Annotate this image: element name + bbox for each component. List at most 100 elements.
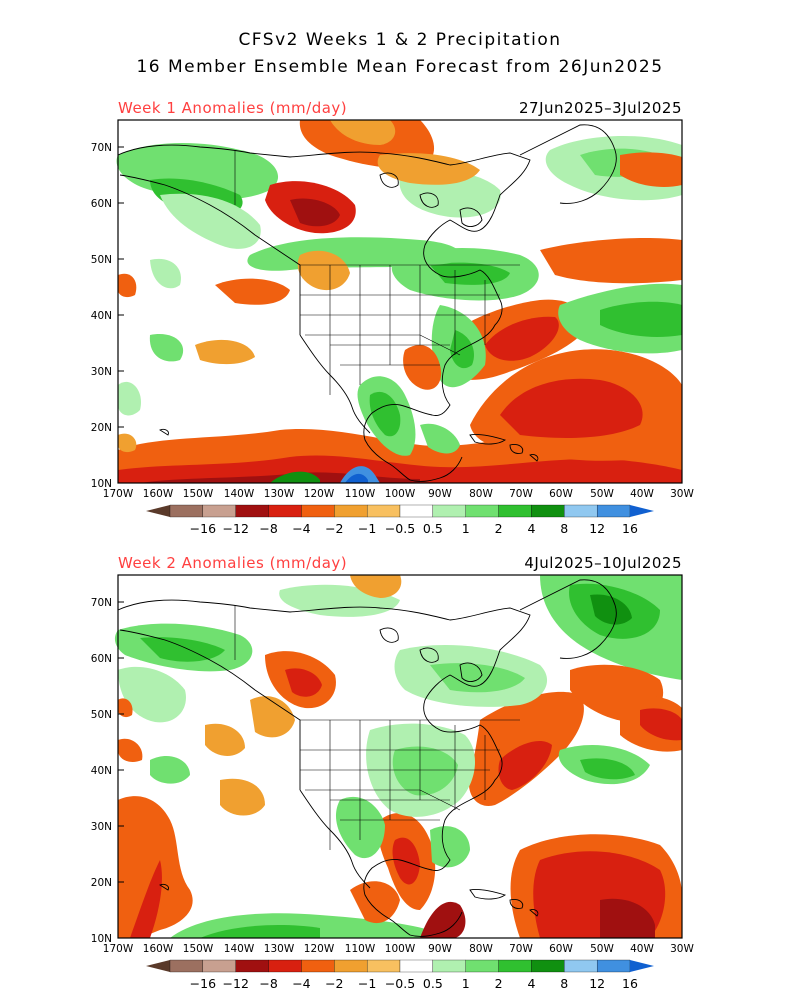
lon-label: 170W bbox=[103, 488, 134, 500]
lon-label: 80W bbox=[469, 943, 493, 955]
colorbar-label: −0.5 bbox=[385, 521, 415, 535]
colorbar-swatch bbox=[465, 959, 499, 973]
colorbar-swatch bbox=[564, 504, 598, 518]
lat-label: 40N bbox=[91, 765, 112, 777]
colorbar-label: −2 bbox=[325, 521, 343, 535]
colorbar-extend-high bbox=[630, 960, 654, 972]
lat-label: 50N bbox=[91, 709, 112, 721]
lon-label: 50W bbox=[590, 488, 614, 500]
lon-label: 140W bbox=[224, 488, 255, 500]
chart-title-line-2: 16 Member Ensemble Mean Forecast from 26… bbox=[136, 57, 664, 77]
lon-label: 130W bbox=[264, 943, 295, 955]
lat-label: 70N bbox=[91, 142, 112, 154]
lon-label: 30W bbox=[670, 488, 694, 500]
colorbar-swatch bbox=[399, 504, 434, 518]
colorbar-swatch bbox=[465, 504, 499, 518]
lat-label: 60N bbox=[91, 198, 112, 210]
lat-label: 40N bbox=[91, 310, 112, 322]
lat-label: 30N bbox=[91, 821, 112, 833]
lon-label: 40W bbox=[630, 943, 654, 955]
colorbar-swatch bbox=[366, 504, 401, 518]
colorbar-swatch bbox=[169, 959, 204, 973]
colorbar-swatch bbox=[399, 959, 434, 973]
lat-label: 70N bbox=[91, 597, 112, 609]
colorbar-swatch bbox=[366, 959, 401, 973]
week-2-panel: 70N 60N 50N 40N 30N 20N 10N 170W 160W 15… bbox=[0, 550, 800, 990]
colorbar-label: 12 bbox=[589, 521, 605, 535]
week-1-dates: 27Jun2025–3Jul2025 bbox=[518, 99, 682, 117]
colorbar-swatch bbox=[202, 504, 236, 518]
lon-label: 90W bbox=[428, 943, 452, 955]
colorbar-swatch bbox=[596, 959, 631, 973]
colorbar-label: 12 bbox=[589, 976, 605, 990]
colorbar-label: 4 bbox=[527, 521, 535, 535]
week-2-coastlines bbox=[117, 579, 617, 937]
week-2-colorbar: −16 −12 −8 −4 −2 −1 −0.5 0.5 1 2 4 8 12 16 bbox=[146, 959, 654, 990]
colorbar-swatch bbox=[301, 959, 335, 973]
colorbar-label: 16 bbox=[622, 521, 638, 535]
colorbar-swatch bbox=[498, 504, 532, 518]
colorbar-swatch bbox=[531, 959, 565, 973]
lat-label: 50N bbox=[91, 254, 112, 266]
lon-label: 170W bbox=[103, 943, 134, 955]
colorbar-label: 8 bbox=[560, 976, 568, 990]
lon-label: 60W bbox=[549, 943, 573, 955]
colorbar-swatch bbox=[498, 959, 532, 973]
colorbar-label: 0.5 bbox=[423, 521, 443, 535]
colorbar-label: −8 bbox=[259, 521, 277, 535]
colorbar-label: −4 bbox=[292, 521, 310, 535]
colorbar-swatch bbox=[432, 504, 466, 518]
week-1-frame bbox=[117, 119, 683, 484]
colorbar-label: 2 bbox=[495, 521, 503, 535]
week-2-map: 70N 60N 50N 40N 30N 20N 10N 170W 160W 15… bbox=[91, 574, 694, 990]
lon-label: 120W bbox=[304, 943, 335, 955]
colorbar-label: 16 bbox=[622, 976, 638, 990]
lon-label: 80W bbox=[469, 488, 493, 500]
colorbar-swatch bbox=[169, 504, 204, 518]
lon-label: 120W bbox=[304, 488, 335, 500]
lat-label: 60N bbox=[91, 653, 112, 665]
lon-label: 40W bbox=[630, 488, 654, 500]
colorbar-swatch bbox=[268, 504, 302, 518]
colorbar-extend-low bbox=[146, 505, 170, 517]
colorbar-label: −12 bbox=[223, 521, 249, 535]
lon-label: 100W bbox=[385, 488, 416, 500]
week-2-lat-labels: 70N 60N 50N 40N 30N 20N 10N bbox=[91, 597, 112, 945]
lon-label: 110W bbox=[345, 943, 376, 955]
colorbar-label: −2 bbox=[325, 976, 343, 990]
lat-label: 10N bbox=[91, 933, 112, 945]
colorbar-label: 1 bbox=[462, 521, 470, 535]
colorbar-swatch bbox=[531, 504, 565, 518]
lat-label: 20N bbox=[91, 422, 112, 434]
week-1-lat-labels: 70N 60N 50N 40N 30N 20N 10N bbox=[91, 142, 112, 490]
lon-label: 100W bbox=[385, 943, 416, 955]
colorbar-swatch bbox=[564, 959, 598, 973]
colorbar-label: 0.5 bbox=[423, 976, 443, 990]
lon-label: 140W bbox=[224, 943, 255, 955]
colorbar-label: −16 bbox=[190, 521, 216, 535]
week-2-frame bbox=[117, 574, 683, 939]
colorbar-swatch bbox=[202, 959, 236, 973]
colorbar-extend-low bbox=[146, 960, 170, 972]
colorbar-label: 4 bbox=[527, 976, 535, 990]
lon-label: 110W bbox=[345, 488, 376, 500]
colorbar-label: −0.5 bbox=[385, 976, 415, 990]
week-1-panel: 70N 60N 50N 40N 30N 20N 10N 170W 160W 15… bbox=[0, 95, 800, 535]
week-1-boundaries bbox=[234, 150, 520, 395]
lat-label: 10N bbox=[91, 478, 112, 490]
colorbar-swatch bbox=[235, 504, 269, 518]
week-2-lat-ticks bbox=[118, 601, 124, 883]
colorbar-swatch bbox=[334, 504, 368, 518]
lon-label: 90W bbox=[428, 488, 452, 500]
colorbar-swatch bbox=[268, 959, 302, 973]
week-2-dates: 4Jul2025–10Jul2025 bbox=[524, 554, 682, 572]
week-2-boundaries bbox=[234, 605, 520, 850]
colorbar-extend-high bbox=[630, 505, 654, 517]
week-1-lon-labels: 170W 160W 150W 140W 130W 120W 110W 100W … bbox=[103, 488, 695, 500]
lon-label: 50W bbox=[590, 943, 614, 955]
week-1-label: Week 1 Anomalies (mm/day) bbox=[118, 99, 348, 117]
colorbar-swatch bbox=[301, 504, 335, 518]
lat-label: 30N bbox=[91, 366, 112, 378]
colorbar-label: 2 bbox=[495, 976, 503, 990]
lon-label: 150W bbox=[183, 943, 214, 955]
